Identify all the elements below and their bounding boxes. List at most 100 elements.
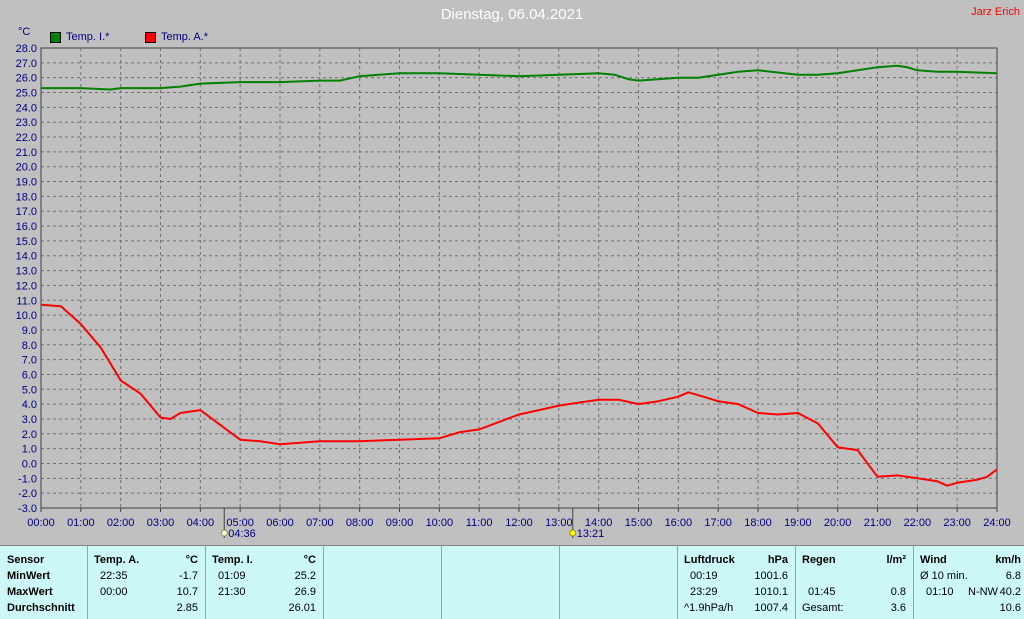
temp-i-max-time: 21:30 [218,586,246,598]
y-tick-label: 28.0 [16,43,37,55]
y-tick-label: 5.0 [22,384,37,396]
x-tick-label: 02:00 [107,517,135,529]
y-tick-label: 6.0 [22,369,37,381]
stats-col-rain: Regen l/m² 01:45 0.8 Gesamt: 3.6 [796,546,914,619]
wind-max-dir: N-NW [968,586,998,598]
legend-label-temp-a: Temp. A.* [161,31,209,43]
temp-a-min-time: 22:35 [100,570,128,582]
temp-i-min: 25.2 [294,570,316,582]
wind-header: Wind [920,554,947,566]
rain-max: 0.8 [890,586,906,598]
temp-i-min-time: 01:09 [218,570,246,582]
wind-current: 10.6 [999,602,1021,614]
stats-col-temp-i: Temp. I. °C 01:09 25.2 21:30 26.9 26.01 [206,546,324,619]
y-tick-label: 2.0 [22,429,37,441]
temp-i-avg: 26.01 [288,602,316,614]
pressure-current: 1007.4 [754,602,788,614]
pressure-min: 1001.6 [754,570,788,582]
y-tick-label: 22.0 [16,132,37,144]
legend-swatch-temp-i [50,31,61,43]
sun-event-label: 04:36 [228,528,256,540]
wind-max-time: 01:10 [926,586,954,598]
stats-col-sensor: Sensor MinWert MaxWert Durchschnitt [0,546,88,619]
x-tick-label: 11:00 [466,517,493,529]
y-tick-label: 3.0 [22,414,37,426]
y-tick-label: 13.0 [16,266,37,278]
y-tick-label: 21.0 [16,147,37,159]
temp-a-max-time: 00:00 [100,586,128,598]
temp-a-unit: °C [185,554,198,566]
rain-total: 3.6 [890,602,906,614]
x-tick-label: 22:00 [904,517,932,529]
temp-i-max: 26.9 [294,586,316,598]
sun-peak-icon [569,529,577,537]
y-tick-label: 12.0 [16,280,37,292]
temp-i-header: Temp. I. [212,554,253,566]
legend-item-temp-i: Temp. I.* [50,31,109,43]
stats-header-sensor: Sensor [7,554,45,566]
y-tick-label: 7.0 [22,355,37,367]
x-tick-label: 08:00 [346,517,374,529]
stats-col-pressure: Luftdruck hPa 00:19 1001.6 23:29 1010.1 … [678,546,796,619]
y-tick-label: -1.0 [18,473,37,485]
chart-title: Dienstag, 06.04.2021 [440,6,584,23]
stats-col-empty-2 [442,546,560,619]
pressure-header: Luftdruck [684,554,735,566]
legend-swatch-temp-a [145,31,156,43]
x-tick-label: 17:00 [704,517,732,529]
x-tick-label: 21:00 [864,517,892,529]
y-tick-label: 10.0 [16,310,37,322]
sunrise-icon [220,529,228,537]
series-line-temp-i [41,64,998,91]
stats-col-wind: Wind km/h Ø 10 min. 6.8 01:10 N-NW 40.2 … [914,546,1024,619]
x-tick-label: 01:00 [67,517,95,529]
x-tick-label: 12:00 [505,517,533,529]
y-tick-label: 9.0 [22,325,37,337]
y-tick-label: 27.0 [16,58,37,70]
y-tick-label: -2.0 [18,488,37,500]
stats-table: Sensor MinWert MaxWert Durchschnitt Temp… [0,545,1024,619]
y-axis-unit: °C [18,26,31,38]
x-tick-label: 10:00 [426,517,454,529]
x-tick-label: 00:00 [27,517,55,529]
rain-total-label: Gesamt: [802,602,844,614]
series-line-temp-a [40,303,998,487]
x-tick-label: 14:00 [585,517,613,529]
y-tick-label: 4.0 [22,399,37,411]
stats-col-empty-1 [324,546,442,619]
temperature-chart: 28.0 27.0 26.0 25.0 24.0 23.0 22.0 21.0 20.0 19.0… [16,43,1011,540]
x-tick-label: 16:00 [665,517,693,529]
rain-max-time: 01:45 [808,586,836,598]
stats-col-temp-a: Temp. A. °C 22:35 -1.7 00:00 10.7 2.85 [88,546,206,619]
x-tick-label: 09:00 [386,517,414,529]
x-tick-label: 18:00 [744,517,772,529]
temp-a-max: 10.7 [176,586,198,598]
y-tick-label: 8.0 [22,340,37,352]
x-tick-label: 24:00 [983,517,1011,529]
sun-event-label: 13:21 [577,528,605,540]
wind-max: 40.2 [999,586,1021,598]
y-tick-label: 20.0 [16,162,37,174]
stats-row-max: MaxWert [7,586,53,598]
y-tick-label: 15.0 [16,236,37,248]
y-tick-label: 16.0 [16,221,37,233]
pressure-trend: ^1.9hPa/h [684,602,734,614]
y-tick-label: 25.0 [16,88,37,100]
pressure-unit: hPa [767,554,788,566]
x-tick-label: 06:00 [266,517,294,529]
x-tick-label: 03:00 [147,517,175,529]
stats-row-min: MinWert [7,570,51,582]
legend-item-temp-a: Temp. A.* [145,31,208,43]
y-tick-label: 0.0 [22,458,37,470]
wind-avg-label: Ø 10 min. [920,570,968,582]
pressure-min-time: 00:19 [690,570,718,582]
y-tick-label: 17.0 [16,206,37,218]
y-tick-label: 23.0 [16,117,37,129]
x-tick-label: 20:00 [824,517,852,529]
y-tick-label: 11.0 [16,295,37,307]
y-tick-label: 24.0 [16,102,37,114]
wind-avg: 6.8 [1005,570,1021,582]
temp-a-min: -1.7 [179,570,198,582]
y-tick-label: -3.0 [18,503,37,515]
legend-label-temp-i: Temp. I.* [66,31,110,43]
